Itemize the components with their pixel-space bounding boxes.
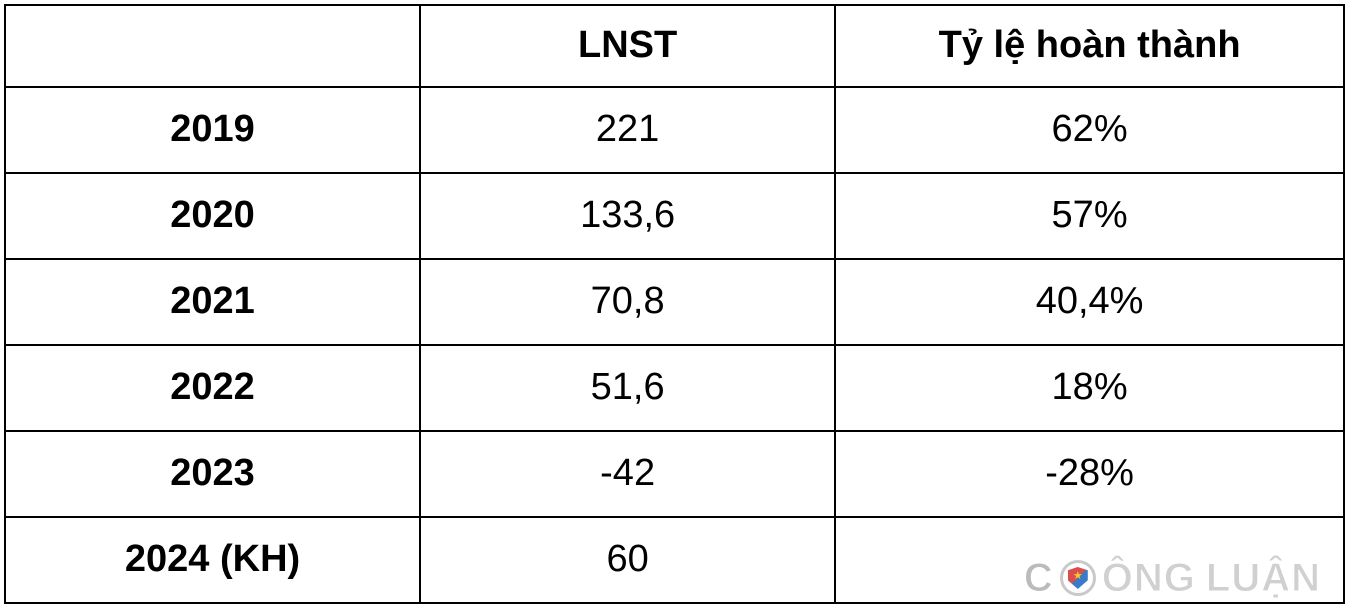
header-completion-rate: Tỷ lệ hoàn thành <box>835 5 1344 87</box>
lnst-value: 221 <box>420 87 835 173</box>
rate-value: 57% <box>835 173 1344 259</box>
table-row: 2019 221 62% <box>5 87 1344 173</box>
header-empty <box>5 5 420 87</box>
year-label: 2021 <box>5 259 420 345</box>
header-lnst: LNST <box>420 5 835 87</box>
year-label: 2020 <box>5 173 420 259</box>
lnst-value: -42 <box>420 431 835 517</box>
table-row: 2020 133,6 57% <box>5 173 1344 259</box>
year-label: 2023 <box>5 431 420 517</box>
table-row: 2024 (KH) 60 <box>5 517 1344 603</box>
rate-value: 62% <box>835 87 1344 173</box>
table-row: 2021 70,8 40,4% <box>5 259 1344 345</box>
lnst-value: 51,6 <box>420 345 835 431</box>
lnst-value: 133,6 <box>420 173 835 259</box>
rate-value: 40,4% <box>835 259 1344 345</box>
year-label: 2024 (KH) <box>5 517 420 603</box>
year-label: 2022 <box>5 345 420 431</box>
rate-value: -28% <box>835 431 1344 517</box>
rate-value <box>835 517 1344 603</box>
data-table: LNST Tỷ lệ hoàn thành 2019 221 62% 2020 … <box>4 4 1345 604</box>
rate-value: 18% <box>835 345 1344 431</box>
header-row: LNST Tỷ lệ hoàn thành <box>5 5 1344 87</box>
lnst-value: 70,8 <box>420 259 835 345</box>
table-row: 2023 -42 -28% <box>5 431 1344 517</box>
table-row: 2022 51,6 18% <box>5 345 1344 431</box>
year-label: 2019 <box>5 87 420 173</box>
lnst-value: 60 <box>420 517 835 603</box>
